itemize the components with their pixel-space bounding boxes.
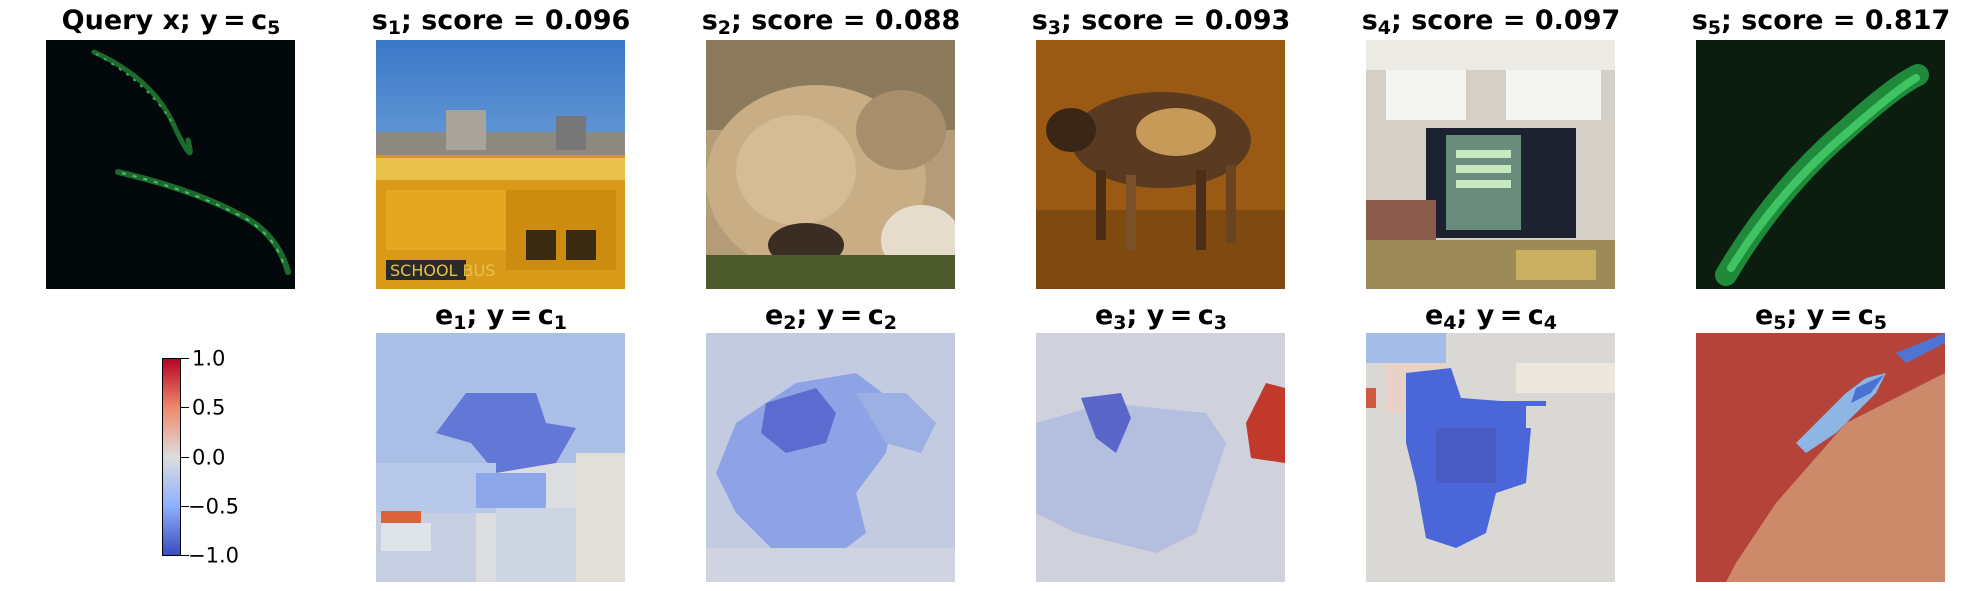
explanation-1-class-index: 1 bbox=[553, 312, 568, 334]
explanation-4-index: 4 bbox=[1443, 312, 1457, 334]
explanation-3-mid: ; y = bbox=[1126, 300, 1198, 331]
explanation-5-mid: ; y = bbox=[1786, 300, 1858, 331]
sample-1-index: 1 bbox=[387, 17, 402, 39]
sample-2-image bbox=[706, 40, 955, 289]
colorbar-tick-label-3: 0.0 bbox=[192, 445, 226, 470]
colorbar-tick-4 bbox=[181, 506, 189, 507]
sample-5-index: 5 bbox=[1707, 17, 1722, 39]
sample-3-score: ; score = 0.093 bbox=[1061, 5, 1291, 36]
sample-5-score: ; score = 0.817 bbox=[1721, 5, 1951, 36]
explanation-3-heatmap bbox=[1036, 333, 1285, 582]
colorbar-tick-label-2: 0.5 bbox=[192, 395, 226, 420]
explanation-5-class-index: 5 bbox=[1873, 312, 1888, 334]
explanation-5-heatmap bbox=[1696, 333, 1945, 582]
sample-4-title: s4; score = 0.097 bbox=[1361, 5, 1621, 38]
sample-4-symbol: s bbox=[1361, 5, 1378, 36]
explanation-1-class: c bbox=[537, 300, 554, 331]
colorbar-tick-label-5: −1.0 bbox=[188, 543, 239, 568]
sample-1-image: SCHOOL BUS bbox=[376, 40, 625, 289]
sample-3-index: 3 bbox=[1047, 17, 1062, 39]
explanation-5-title: e5; y = c5 bbox=[1754, 300, 1887, 333]
sample-1-score: ; score = 0.096 bbox=[401, 5, 631, 36]
explanation-1-heatmap bbox=[376, 333, 625, 582]
query-title-class: c bbox=[251, 5, 268, 36]
explanation-2-class-index: 2 bbox=[883, 312, 898, 334]
explanation-5-index: 5 bbox=[1773, 312, 1787, 334]
query-title-class-index: 5 bbox=[267, 17, 281, 39]
colorbar-tick-2 bbox=[181, 407, 189, 408]
colorbar bbox=[162, 358, 181, 556]
sample-5-symbol: s bbox=[1691, 5, 1708, 36]
sample-3-image bbox=[1036, 40, 1285, 289]
query-image bbox=[46, 40, 295, 289]
colorbar-gradient bbox=[163, 359, 180, 555]
explanation-3-title: e3; y = c3 bbox=[1094, 300, 1227, 333]
sample-2-score: ; score = 0.088 bbox=[731, 5, 961, 36]
explanation-4-class-index: 4 bbox=[1543, 312, 1558, 334]
explanation-2-class: c bbox=[867, 300, 884, 331]
sample-1-symbol: s bbox=[371, 5, 388, 36]
sample-1-title: s1; score = 0.096 bbox=[371, 5, 631, 38]
colorbar-tick-label-4: −0.5 bbox=[188, 494, 239, 519]
explanation-2-title: e2; y = c2 bbox=[764, 300, 897, 333]
explanation-4-class: c bbox=[1527, 300, 1544, 331]
query-title: Query x; y = c5 bbox=[61, 5, 281, 38]
explanation-2-index: 2 bbox=[783, 312, 797, 334]
sample-2-index: 2 bbox=[717, 17, 732, 39]
colorbar-tick-label-1: 1.0 bbox=[192, 346, 226, 371]
explanation-1-title: e1; y = c1 bbox=[434, 300, 567, 333]
sample-3-title: s3; score = 0.093 bbox=[1031, 5, 1291, 38]
colorbar-tick-1 bbox=[181, 358, 189, 359]
explanation-4-symbol: e bbox=[1424, 300, 1444, 331]
sample-4-image bbox=[1366, 40, 1615, 289]
sample-2-symbol: s bbox=[701, 5, 718, 36]
sample-5-title: s5; score = 0.817 bbox=[1691, 5, 1951, 38]
svg-text:SCHOOL BUS: SCHOOL BUS bbox=[390, 261, 495, 280]
explanation-4-mid: ; y = bbox=[1456, 300, 1528, 331]
explanation-5-symbol: e bbox=[1754, 300, 1774, 331]
colorbar-tick-5 bbox=[181, 555, 189, 556]
explanation-1-mid: ; y = bbox=[466, 300, 538, 331]
sample-4-score: ; score = 0.097 bbox=[1391, 5, 1621, 36]
explanation-2-heatmap bbox=[706, 333, 955, 582]
sample-4-index: 4 bbox=[1377, 17, 1392, 39]
explanation-3-index: 3 bbox=[1113, 312, 1127, 334]
explanation-2-mid: ; y = bbox=[796, 300, 868, 331]
sample-5-image bbox=[1696, 40, 1945, 289]
explanation-1-index: 1 bbox=[453, 312, 467, 334]
explanation-3-class: c bbox=[1197, 300, 1214, 331]
explanation-3-symbol: e bbox=[1094, 300, 1114, 331]
sample-3-symbol: s bbox=[1031, 5, 1048, 36]
explanation-3-class-index: 3 bbox=[1213, 312, 1228, 334]
explanation-5-class: c bbox=[1857, 300, 1874, 331]
explanation-4-title: e4; y = c4 bbox=[1424, 300, 1557, 333]
colorbar-tick-3 bbox=[181, 457, 189, 458]
explanation-4-heatmap bbox=[1366, 333, 1615, 582]
query-title-prefix: Query x; y = bbox=[61, 5, 252, 36]
explanation-1-symbol: e bbox=[434, 300, 454, 331]
sample-2-title: s2; score = 0.088 bbox=[701, 5, 961, 38]
explanation-2-symbol: e bbox=[764, 300, 784, 331]
